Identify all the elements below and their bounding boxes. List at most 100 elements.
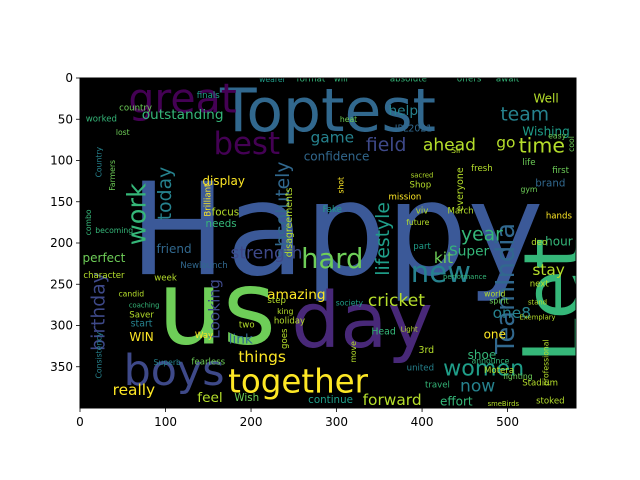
word-hard: hard xyxy=(301,244,363,275)
word-fake: Fake xyxy=(323,205,342,215)
word-smebirds: smeBirds xyxy=(488,400,520,408)
word-strength: strength xyxy=(230,244,302,264)
word-part: part xyxy=(413,242,431,252)
word-continue: continue xyxy=(308,394,353,406)
word-stadium: Stadium xyxy=(522,378,558,388)
word-absolutely: absolutely xyxy=(273,161,294,258)
word-hour: hour xyxy=(545,234,573,248)
word-go: go xyxy=(496,133,515,151)
y-tick-label: 350 xyxy=(50,360,73,374)
word-happy: Happy xyxy=(130,156,544,305)
word-amazing: amazing xyxy=(267,287,325,303)
word-let: Let xyxy=(508,238,602,364)
word-ahead: ahead xyxy=(423,136,476,156)
word-deo: deo xyxy=(531,238,547,248)
x-tick-label: 0 xyxy=(76,415,84,429)
word-shoe: shoe xyxy=(468,348,497,362)
word-way: Way xyxy=(195,331,213,341)
y-tick-label: 0 xyxy=(65,71,73,85)
word-travel: travel xyxy=(425,381,450,391)
word-time: time xyxy=(519,134,565,158)
word-kit: kit xyxy=(434,249,453,267)
word-hands: hands xyxy=(546,212,573,222)
word-march: March xyxy=(447,207,473,217)
word-toptest: Toptest xyxy=(219,76,436,146)
word-motera: Motera xyxy=(484,366,514,376)
word-country: country xyxy=(119,104,152,114)
word-effort: effort xyxy=(440,394,473,408)
word-heat: heat xyxy=(340,115,357,124)
word-birthday: birthday xyxy=(88,272,109,351)
word-super: Super xyxy=(449,243,489,259)
word-well: Well xyxy=(533,92,558,106)
word-one: one xyxy=(484,328,506,342)
word-saver: Saver xyxy=(129,311,154,321)
word-consistency: Consistency xyxy=(94,332,103,379)
word-teamindia: TeamIndia xyxy=(491,223,521,355)
y-tick-label: 250 xyxy=(50,277,73,291)
word-now: now xyxy=(460,377,495,397)
word-win: WIN xyxy=(129,330,153,344)
word-cool: cool xyxy=(567,136,576,152)
word-king: king xyxy=(277,307,293,316)
word-stand: stand xyxy=(528,298,547,306)
word-fighting: fighting xyxy=(503,372,533,381)
word-farmers: Farmers xyxy=(108,160,117,191)
word-professional: professional xyxy=(542,339,551,386)
word-absolute: absolute xyxy=(390,75,427,85)
word-sir: Sir xyxy=(451,146,462,155)
y-tick-label: 200 xyxy=(50,236,73,250)
word-await: await xyxy=(496,75,520,85)
word-head: Head xyxy=(371,327,396,338)
word-next: next xyxy=(530,279,550,289)
word-disagreements: disagreements xyxy=(284,187,295,257)
word-two: two xyxy=(239,321,255,331)
word-finals: finals xyxy=(197,91,221,101)
word-great: great xyxy=(128,75,236,123)
word-united: united xyxy=(407,363,434,373)
word-viv: viv xyxy=(416,207,429,217)
word-first: first xyxy=(552,166,569,176)
word-us: us xyxy=(158,250,276,369)
word-light: Light xyxy=(401,326,418,334)
word-sacred: sacred xyxy=(411,171,434,179)
word-women: women xyxy=(443,355,524,381)
word-brilliant: Brilliant xyxy=(203,183,213,217)
word-today: today xyxy=(155,167,176,220)
x-tick-label: 300 xyxy=(325,415,348,429)
word-character: character xyxy=(83,271,125,281)
word-fearless: fearless xyxy=(191,358,225,368)
word-field: field xyxy=(366,135,407,156)
word-boys: boys xyxy=(124,346,225,396)
word-combo: combo xyxy=(84,209,93,235)
x-tick-label: 200 xyxy=(240,415,263,429)
word-year: year xyxy=(461,224,503,245)
word-outstanding: outstanding xyxy=(142,107,224,123)
word-work: work xyxy=(122,183,152,245)
word-goes: goes xyxy=(280,328,290,349)
word-spirit: spirit xyxy=(489,296,508,305)
word-confidence: confidence xyxy=(304,149,370,163)
word-society: society xyxy=(336,299,364,308)
word-coaching: coaching xyxy=(129,302,160,310)
word-country: Country xyxy=(94,146,103,177)
word-things: things xyxy=(238,348,286,366)
word-best: best xyxy=(213,126,280,162)
word-lifestyle: lifestyle xyxy=(373,202,394,276)
word-3rd: 3rd xyxy=(419,345,435,356)
word-together: together xyxy=(228,363,369,401)
word-format: format xyxy=(297,75,326,85)
word-superb: Superb xyxy=(154,358,182,367)
word-fresh: fresh xyxy=(471,164,493,174)
plot-frame xyxy=(79,77,577,409)
word-game: game xyxy=(310,128,354,146)
word-forward: forward xyxy=(363,391,422,409)
word-team: team xyxy=(500,105,549,126)
word-wish: Wish xyxy=(234,392,259,404)
word-one8: one8 xyxy=(493,304,531,322)
word-holiday: holiday xyxy=(274,316,305,326)
x-tick-label: 100 xyxy=(154,415,177,429)
word-wearer: wearer xyxy=(259,75,286,84)
word-step: step xyxy=(267,296,286,306)
